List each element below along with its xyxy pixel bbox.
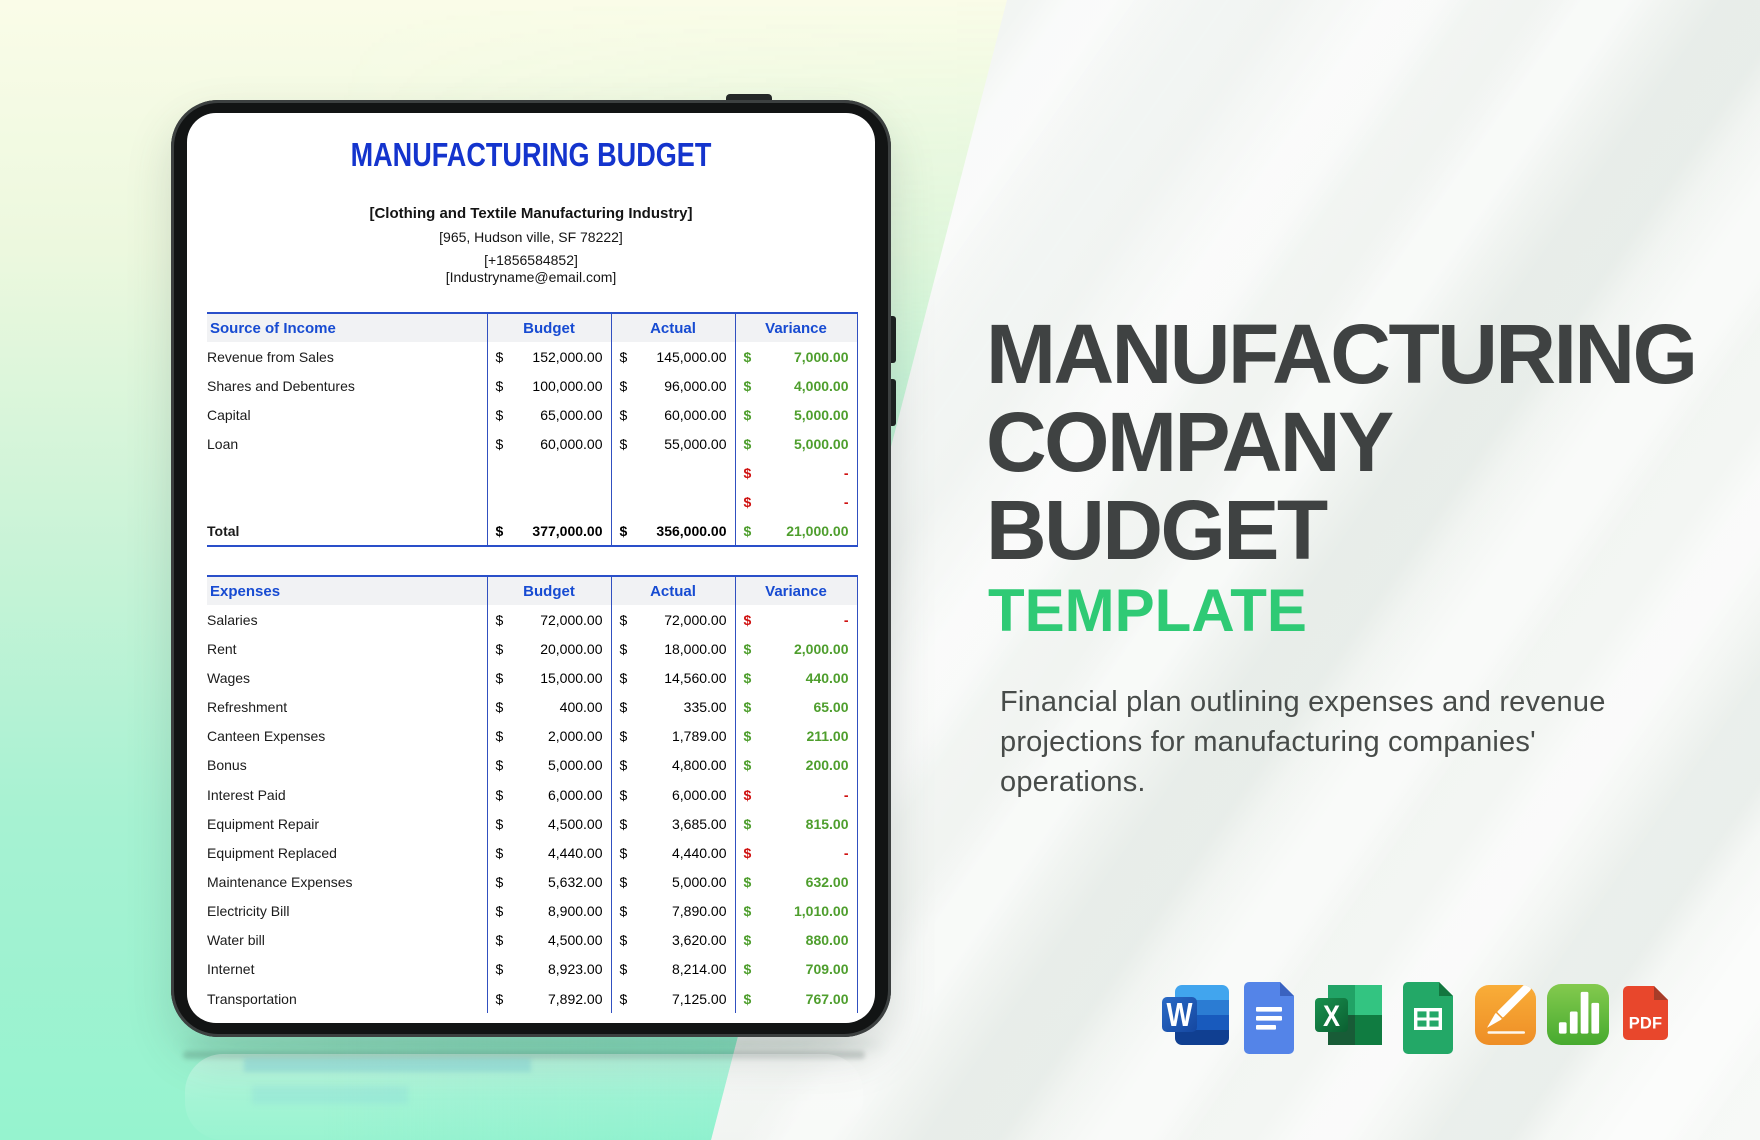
svg-text:PDF: PDF (1629, 1015, 1663, 1033)
svg-text:W: W (1167, 996, 1194, 1033)
svg-text:X: X (1323, 1000, 1340, 1033)
